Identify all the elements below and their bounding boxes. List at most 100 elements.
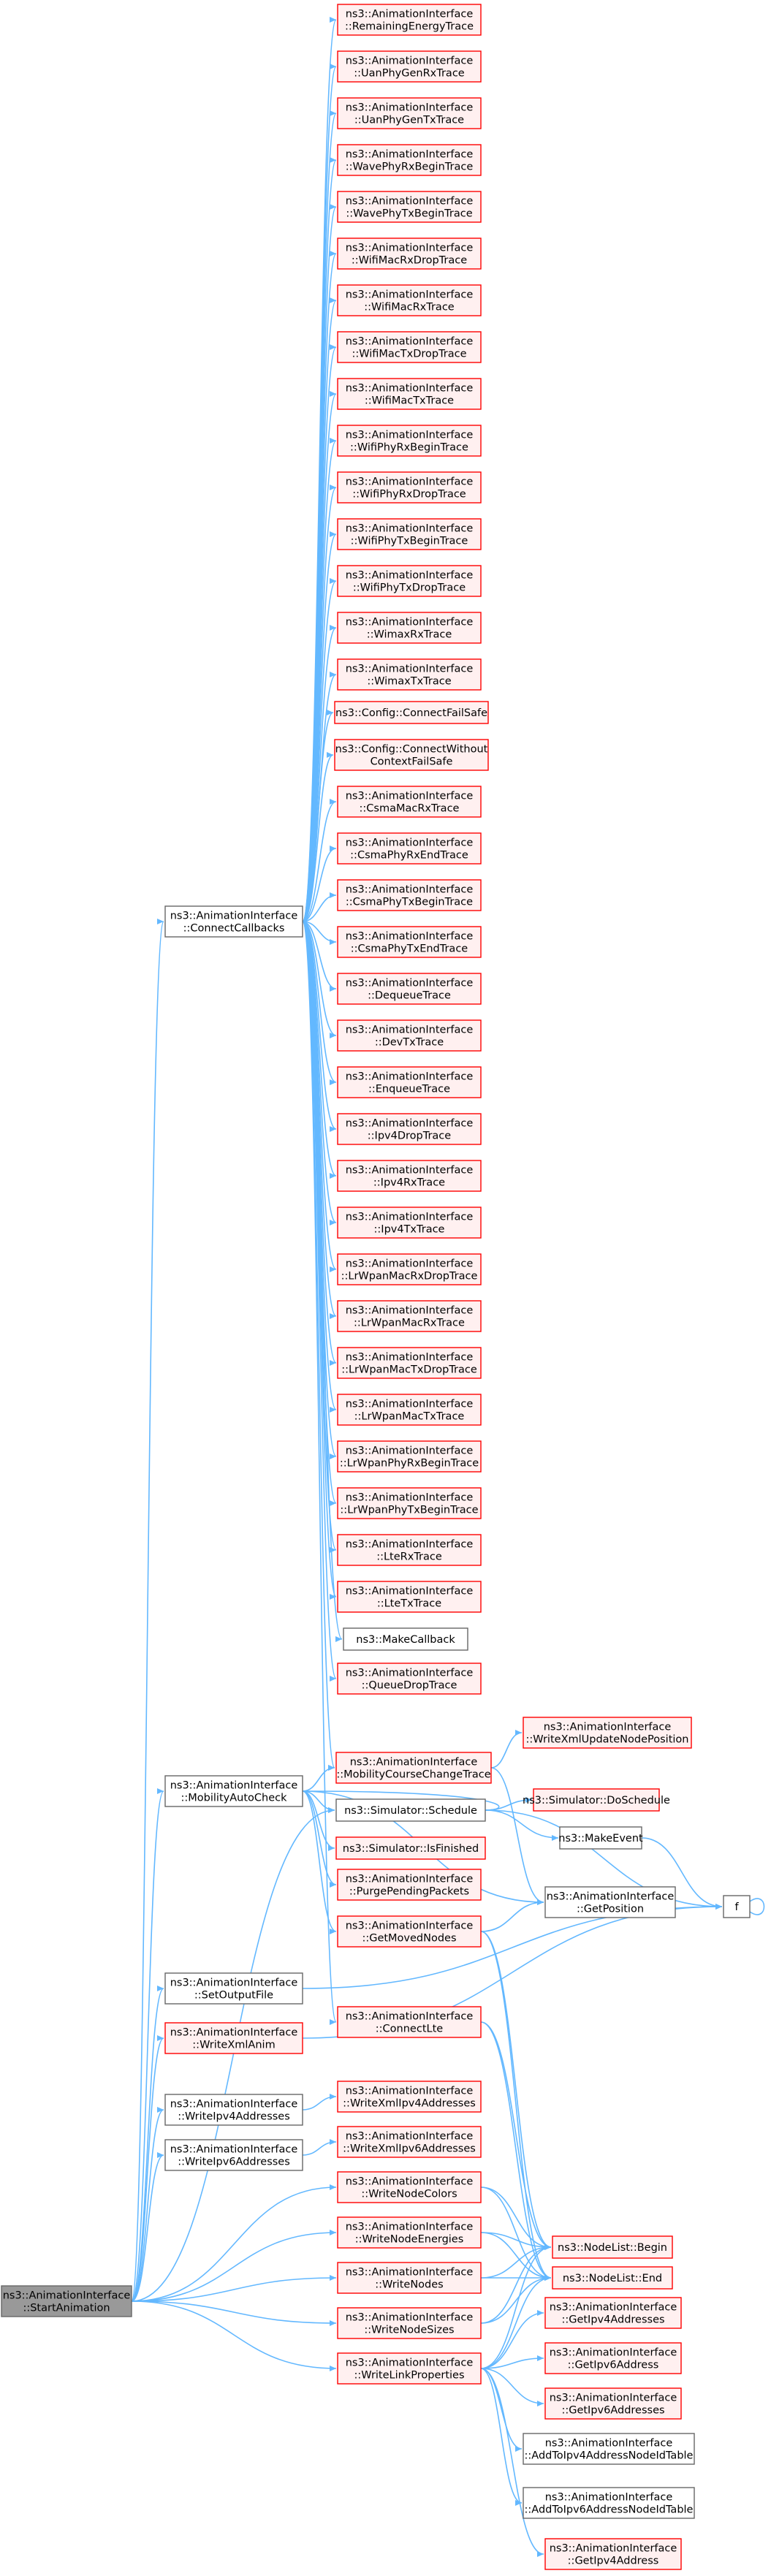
node-g4addr[interactable]: ns3::AnimationInterface::GetIpv4Address [544, 2538, 682, 2570]
edge-arrowhead [157, 2152, 164, 2158]
node-wxr[interactable]: ns3::AnimationInterface::WimaxRxTrace [337, 612, 482, 644]
node-dosch[interactable]: ns3::Simulator::DoSchedule [523, 1788, 670, 1812]
node-deq[interactable]: ns3::AnimationInterface::DequeueTrace [337, 973, 482, 1005]
node-label: ns3::AnimationInterface [346, 1118, 474, 1130]
node-waverx[interactable]: ns3::AnimationInterface::WavePhyRxBeginT… [337, 144, 482, 176]
node-wxt[interactable]: ns3::AnimationInterface::WimaxTxTrace [337, 658, 482, 691]
node-wmr[interactable]: ns3::AnimationInterface::WifiMacRxTrace [337, 284, 482, 316]
node-label: ns3::NodeList::Begin [558, 2242, 667, 2254]
node-wnc[interactable]: ns3::AnimationInterface::WriteNodeColors [337, 2171, 482, 2203]
node-ltet[interactable]: ns3::AnimationInterface::LteTxTrace [337, 1581, 482, 1613]
node-box [337, 1019, 482, 1052]
node-gmn[interactable]: ns3::AnimationInterface::GetMovedNodes [337, 1915, 482, 1948]
node-i4d[interactable]: ns3::AnimationInterface::Ipv4DropTrace [337, 1113, 482, 1145]
node-box [337, 1915, 482, 1948]
node-lmtd[interactable]: ns3::AnimationInterface::LrWpanMacTxDrop… [337, 1347, 482, 1379]
node-sof[interactable]: ns3::AnimationInterface::SetOutputFile [164, 1972, 303, 2005]
node-f[interactable]: f [723, 1895, 751, 1918]
node-at4[interactable]: ns3::AnimationInterface::AddToIpv4Addres… [523, 2433, 695, 2465]
node-box [337, 144, 482, 176]
node-sched[interactable]: ns3::Simulator::Schedule [335, 1798, 486, 1822]
edge-arrowhead [330, 251, 336, 257]
node-wx4a[interactable]: ns3::AnimationInterface::WriteXmlIpv4Add… [337, 2081, 482, 2113]
node-box [335, 1752, 492, 1784]
node-label: ::CsmaMacRxTrace [360, 803, 460, 815]
edge-arrowhead [330, 799, 336, 805]
node-lmt[interactable]: ns3::AnimationInterface::LrWpanMacTxTrac… [337, 1394, 482, 1426]
node-wmt[interactable]: ns3::AnimationInterface::WifiMacTxTrace [337, 378, 482, 410]
node-root[interactable]: ns3::AnimationInterface::StartAnimation [1, 2285, 132, 2317]
node-i4t[interactable]: ns3::AnimationInterface::Ipv4TxTrace [337, 1207, 482, 1239]
node-lmr[interactable]: ns3::AnimationInterface::LrWpanMacRxTrac… [337, 1300, 482, 1332]
node-at6[interactable]: ns3::AnimationInterface::AddToIpv6Addres… [523, 2487, 695, 2519]
node-wptb[interactable]: ns3::AnimationInterface::WifiPhyTxBeginT… [337, 518, 482, 550]
node-devtx[interactable]: ns3::AnimationInterface::DevTxTrace [337, 1019, 482, 1052]
node-box [337, 1160, 482, 1192]
node-wptd[interactable]: ns3::AnimationInterface::WifiPhyTxDropTr… [337, 565, 482, 597]
node-mkev[interactable]: ns3::MakeEvent [558, 1826, 643, 1850]
call-edge [490, 1767, 544, 1903]
node-cwcfs[interactable]: ns3::Config::ConnectWithoutContextFailSa… [334, 739, 489, 771]
call-edge [302, 921, 337, 1036]
node-enq[interactable]: ns3::AnimationInterface::EnqueueTrace [337, 1066, 482, 1098]
node-box [335, 1836, 486, 1860]
node-wavetx[interactable]: ns3::AnimationInterface::WavePhyTxBeginT… [337, 191, 482, 223]
node-qdt[interactable]: ns3::AnimationInterface::QueueDropTrace [337, 1663, 482, 1695]
node-box [523, 2433, 695, 2465]
node-wns[interactable]: ns3::AnimationInterface::WriteNodeSizes [337, 2307, 482, 2339]
node-getpos[interactable]: ns3::AnimationInterface::GetPosition [544, 1886, 676, 1918]
call-edge [302, 1790, 337, 1932]
node-lptb[interactable]: ns3::AnimationInterface::LrWpanPhyTxBegi… [337, 1487, 482, 1519]
node-ppp[interactable]: ns3::AnimationInterface::PurgePendingPac… [337, 1869, 482, 1901]
node-g4a[interactable]: ns3::AnimationInterface::GetIpv4Addresse… [544, 2297, 682, 2329]
node-uantx[interactable]: ns3::AnimationInterface::UanPhyGenTxTrac… [337, 97, 482, 129]
node-clte[interactable]: ns3::AnimationInterface::ConnectLte [337, 2006, 482, 2038]
node-label: ::CsmaPhyTxEndTrace [351, 943, 468, 955]
node-mcct[interactable]: ns3::AnimationInterface::MobilityCourseC… [335, 1752, 492, 1784]
node-wxa[interactable]: ns3::AnimationInterface::WriteXmlAnim [164, 2022, 303, 2054]
node-wprd[interactable]: ns3::AnimationInterface::WifiPhyRxDropTr… [337, 471, 482, 504]
node-mcb[interactable]: ns3::MakeCallback [343, 1627, 468, 1651]
node-lter[interactable]: ns3::AnimationInterface::LteRxTrace [337, 1534, 482, 1566]
node-uanrx[interactable]: ns3::AnimationInterface::UanPhyGenRxTrac… [337, 50, 482, 83]
node-wne[interactable]: ns3::AnimationInterface::WriteNodeEnergi… [337, 2216, 482, 2249]
node-g6a[interactable]: ns3::AnimationInterface::GetIpv6Address [544, 2342, 682, 2374]
node-w6a[interactable]: ns3::AnimationInterface::WriteIpv6Addres… [164, 2139, 303, 2171]
node-cpte[interactable]: ns3::AnimationInterface::CsmaPhyTxEndTra… [337, 926, 482, 958]
node-cc[interactable]: ns3::AnimationInterface::ConnectCallback… [164, 905, 303, 938]
node-wxunp[interactable]: ns3::AnimationInterface::WriteXmlUpdateN… [523, 1717, 692, 1749]
node-nlbegin[interactable]: ns3::NodeList::Begin [552, 2235, 673, 2259]
node-lmrd[interactable]: ns3::AnimationInterface::LrWpanMacRxDrop… [337, 1253, 482, 1285]
node-wlp[interactable]: ns3::AnimationInterface::WriteLinkProper… [337, 2352, 482, 2385]
node-label: ::WriteLinkProperties [354, 2370, 464, 2382]
node-wn[interactable]: ns3::AnimationInterface::WriteNodes [337, 2262, 482, 2294]
node-cmr[interactable]: ns3::AnimationInterface::CsmaMacRxTrace [337, 786, 482, 818]
node-nlend[interactable]: ns3::NodeList::End [552, 2266, 673, 2290]
edge-arrowhead [537, 2401, 544, 2406]
node-wmtd[interactable]: ns3::AnimationInterface::WifiMacTxDropTr… [337, 331, 482, 363]
call-edge [480, 1901, 544, 1932]
node-cpre[interactable]: ns3::AnimationInterface::CsmaPhyRxEndTra… [337, 832, 482, 865]
node-rem[interactable]: ns3::AnimationInterface::RemainingEnergy… [337, 4, 482, 36]
node-label: ns3::AnimationInterface [547, 1891, 675, 1903]
node-wx6a[interactable]: ns3::AnimationInterface::WriteXmlIpv6Add… [337, 2126, 482, 2158]
node-label: ::WimaxRxTrace [367, 629, 452, 641]
edge-arrowhead [330, 1360, 336, 1366]
node-mac[interactable]: ns3::AnimationInterface::MobilityAutoChe… [164, 1775, 303, 1807]
node-w4a[interactable]: ns3::AnimationInterface::WriteIpv4Addres… [164, 2094, 303, 2126]
node-g6as[interactable]: ns3::AnimationInterface::GetIpv6Addresse… [544, 2387, 682, 2420]
edge-arrowhead [330, 1929, 336, 1934]
node-label: ns3::AnimationInterface [346, 617, 474, 628]
node-wmrd[interactable]: ns3::AnimationInterface::WifiMacRxDropTr… [337, 238, 482, 270]
node-isfin[interactable]: ns3::Simulator::IsFinished [335, 1836, 486, 1860]
node-box [544, 2342, 682, 2374]
node-box [337, 284, 482, 316]
node-label: ns3::AnimationInterface [170, 2144, 298, 2156]
node-i4r[interactable]: ns3::AnimationInterface::Ipv4RxTrace [337, 1160, 482, 1192]
node-box [337, 879, 482, 911]
node-cptb[interactable]: ns3::AnimationInterface::CsmaPhyTxBeginT… [337, 879, 482, 911]
node-lprb[interactable]: ns3::AnimationInterface::LrWpanPhyRxBegi… [337, 1440, 482, 1473]
node-wprb[interactable]: ns3::AnimationInterface::WifiPhyRxBeginT… [337, 425, 482, 457]
edge-arrowhead [330, 2366, 336, 2371]
node-cfs[interactable]: ns3::Config::ConnectFailSafe [334, 701, 489, 724]
